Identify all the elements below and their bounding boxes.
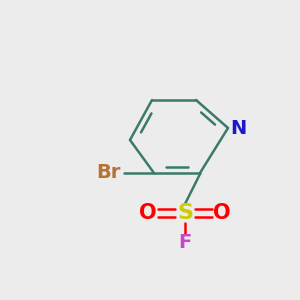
- Text: S: S: [177, 203, 193, 223]
- Text: N: N: [230, 118, 246, 137]
- Text: F: F: [178, 233, 192, 253]
- Text: Br: Br: [96, 164, 120, 182]
- Text: O: O: [139, 203, 157, 223]
- Text: O: O: [213, 203, 231, 223]
